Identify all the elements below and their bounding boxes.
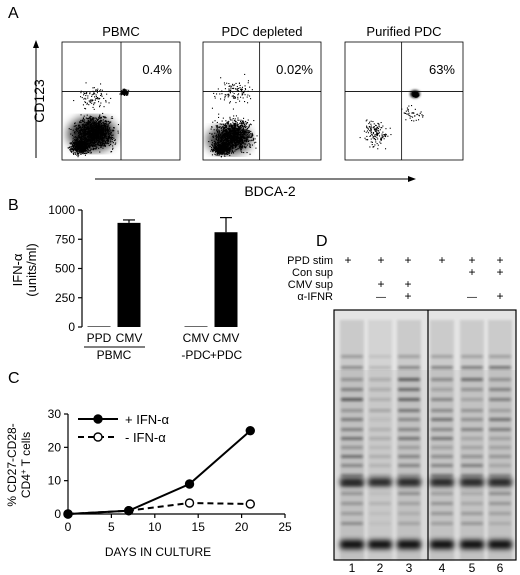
panel-d-condition-mark: + [496, 289, 503, 303]
panel-b-y-tick-label: 0 [68, 320, 75, 334]
flow-plot-frame [202, 41, 322, 161]
panel-c-x-tick-label: 5 [108, 520, 115, 534]
panel-letter-c: C [8, 370, 20, 387]
panel-d-condition-mark: + [344, 253, 351, 267]
panel-c-series-point [245, 425, 255, 436]
panel-d-condition-mark: + [438, 253, 445, 267]
panel-d-condition-mark: + [404, 289, 411, 303]
panel-d-row-label: α-IFNR [297, 291, 333, 303]
flow-plot-percent: 0.02% [276, 62, 313, 77]
panel-c-series-line [67, 429, 251, 515]
panel-d-condition-mark: — [467, 292, 477, 303]
panel-b-y-tick-label: 500 [55, 262, 75, 276]
panel-letter-b: B [8, 197, 19, 214]
panel-b-y-label-line1: IFN-α [10, 253, 25, 286]
panel-d-condition-mark: + [496, 265, 503, 279]
panel-c-x-tick-label: 20 [235, 520, 249, 534]
panel-letter-a: A [8, 5, 19, 22]
panel-b-group-label: -PDC [181, 348, 211, 362]
gel-lane [340, 320, 364, 560]
panel-b-bar [214, 232, 238, 327]
panel-d-row-label: Con sup [292, 267, 333, 279]
panel-c-x-tick-label: 0 [65, 520, 72, 534]
gel-lane [488, 320, 512, 560]
panel-c-series-point [184, 498, 195, 508]
gel-lane-number: 3 [406, 561, 413, 575]
gel-lane-number: 1 [349, 561, 356, 575]
panel-c-series-point [184, 479, 195, 489]
panel-a-y-axis: CD123 [31, 40, 47, 158]
panel-c-y-label-line2: CD4+ T cells [19, 432, 33, 498]
panel-c-y-tick-label: 0 [54, 507, 61, 521]
flow-plot-3: Purified PDC 63% [344, 24, 464, 161]
panel-c-series-point [63, 509, 73, 519]
gel-frame [333, 309, 517, 561]
flow-plot-events [359, 91, 424, 150]
panel-b-bar [117, 222, 141, 327]
gel-lane [397, 320, 421, 560]
panel-b-y-tick-label: 250 [55, 291, 75, 305]
panel-c-x-tick-label: 10 [148, 520, 162, 534]
panel-c-legend-entry: - IFN-α [78, 430, 166, 445]
flow-plot-title: Purified PDC [366, 24, 441, 39]
panel-b-bar-label: CMV [213, 331, 240, 345]
panel-d-row-label: PPD stim [287, 255, 333, 267]
panel-d-row-label: CMV sup [288, 279, 333, 291]
flow-plot-frame [344, 41, 464, 161]
flow-plot-1: PBMC 0.4% [61, 24, 181, 161]
panel-d-condition-mark: + [404, 253, 411, 267]
panel-b-bar-label: PPD [87, 331, 112, 345]
panel-c-legend-label: + IFN-α [125, 412, 169, 427]
gel-lane [430, 320, 454, 560]
panel-b-bar [184, 326, 208, 327]
panel-b-group-label: PBMC [97, 348, 132, 362]
panel-c-y-tick-label: 10 [48, 474, 62, 488]
gel-lane-number: 5 [469, 561, 476, 575]
flow-plot-percent: 63% [429, 62, 455, 77]
panel-b-y-tick-label: 1000 [48, 203, 75, 217]
panel-c-x-tick-label: 15 [192, 520, 206, 534]
panel-c-y-label-line1: % CD27-CD28- [5, 423, 19, 506]
gel-lane [368, 320, 392, 560]
panel-b-bar-label: CMV [183, 331, 210, 345]
panel-a-x-axis: BDCA-2 [95, 176, 416, 199]
gel-lane-number: 6 [497, 561, 504, 575]
panel-d-condition-mark: + [404, 277, 411, 291]
panel-c-x-label: DAYS IN CULTURE [105, 545, 211, 559]
panel-a-y-label: CD123 [31, 79, 47, 123]
panel-d-condition-mark: + [468, 253, 475, 267]
panel-b-bar-label: CMV [116, 331, 143, 345]
panel-b-y-tick-label: 750 [55, 232, 75, 246]
panel-c-y-tick-label: 30 [48, 407, 62, 421]
panel-c-legend-label: - IFN-α [125, 430, 166, 445]
panel-c-series-point [124, 505, 134, 516]
panel-a-x-label: BDCA-2 [244, 183, 296, 199]
panel-d-condition-mark: + [496, 253, 503, 267]
flow-plot-percent: 0.4% [142, 62, 172, 77]
gel-image [333, 309, 517, 561]
panel-b-group-label: +PDC [210, 348, 243, 362]
panel-b-bar [87, 326, 111, 327]
panel-c-y-tick-label: 20 [48, 440, 62, 454]
panel-c-x-tick-label: 25 [278, 520, 292, 534]
flow-plot-title: PDC depleted [222, 24, 303, 39]
panel-c-legend-entry: + IFN-α [78, 412, 169, 427]
flow-plot-title: PBMC [102, 24, 140, 39]
panel-d-condition-mark: + [468, 265, 475, 279]
flow-plot-2: PDC depleted 0.02% [202, 24, 322, 161]
panel-c-series-point [245, 499, 255, 509]
panel-d-condition-mark: + [377, 277, 384, 291]
gel-lane-number: 2 [377, 561, 384, 575]
panel-b-y-label-line2: (units/ml) [24, 243, 39, 296]
panel-d-condition-mark: — [376, 292, 386, 303]
panel-letter-d: D [316, 233, 328, 250]
gel-lane-number: 4 [439, 561, 446, 575]
panel-d-condition-mark: + [377, 253, 384, 267]
gel-lane [460, 320, 484, 560]
